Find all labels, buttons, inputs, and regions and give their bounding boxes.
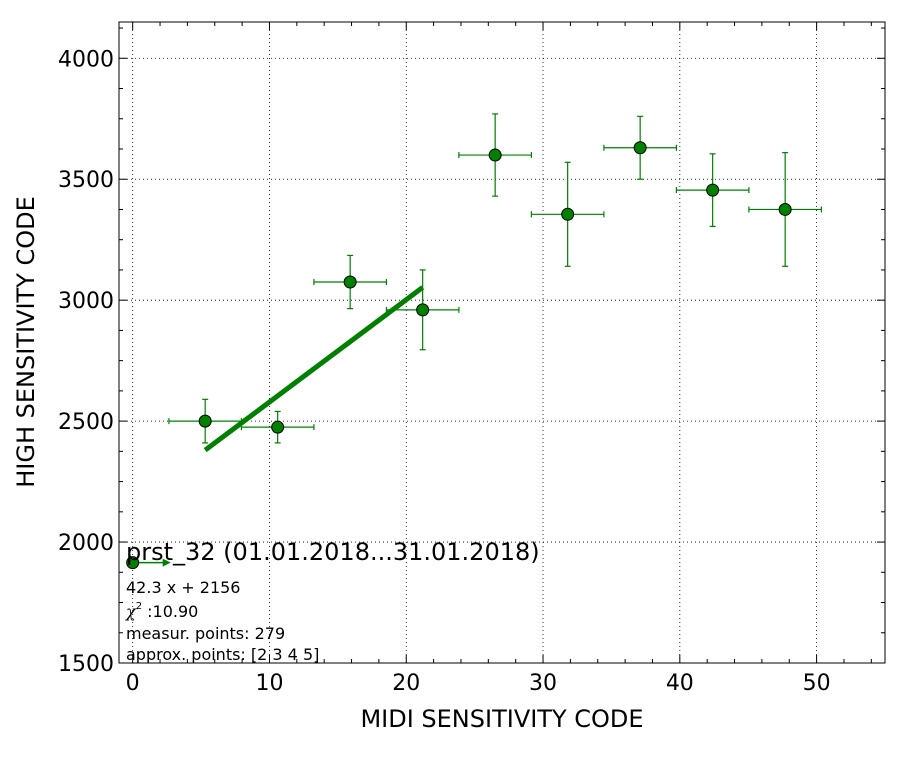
y-tick-label: 3500 bbox=[58, 168, 114, 193]
legend-point-marker bbox=[126, 556, 140, 570]
y-tick-label: 1500 bbox=[58, 652, 114, 677]
chi2-power: 2 bbox=[136, 601, 142, 612]
data-point bbox=[313, 254, 388, 310]
x-tick-label: 40 bbox=[666, 671, 694, 696]
point-marker bbox=[633, 141, 647, 155]
x-tick-label: 0 bbox=[126, 671, 140, 696]
x-tick-label: 30 bbox=[529, 671, 557, 696]
measur-points: measur. points: 279 bbox=[126, 624, 285, 643]
point-marker bbox=[271, 420, 285, 434]
data-point bbox=[603, 115, 678, 180]
legend-arrow-icon bbox=[162, 558, 171, 567]
data-point bbox=[748, 152, 822, 267]
data-point bbox=[530, 161, 605, 267]
x-tick-label: 10 bbox=[255, 671, 283, 696]
points-layer bbox=[168, 113, 822, 444]
axis-ticks bbox=[119, 22, 885, 664]
legend-marker bbox=[126, 556, 171, 570]
point-marker bbox=[706, 183, 720, 197]
x-tick-label: 50 bbox=[803, 671, 831, 696]
point-marker bbox=[198, 414, 212, 428]
point-marker bbox=[416, 303, 430, 317]
data-point bbox=[385, 269, 460, 351]
data-point bbox=[240, 410, 315, 444]
point-marker bbox=[561, 207, 575, 221]
data-point bbox=[675, 153, 750, 227]
data-point bbox=[168, 398, 243, 444]
point-marker bbox=[778, 202, 792, 216]
y-tick-label: 3000 bbox=[58, 289, 114, 314]
y-tick-label: 2500 bbox=[58, 410, 114, 435]
plot-frame bbox=[118, 21, 886, 664]
chi2-value: :10.90 bbox=[142, 602, 198, 621]
data-point bbox=[458, 113, 533, 197]
y-axis-label: HIGH SENSITIVITY CODE bbox=[12, 196, 40, 488]
chart-title: prst_32 (01.01.2018...31.01.2018) bbox=[126, 538, 540, 566]
fit-equation: 42.3 x + 2156 bbox=[126, 578, 240, 597]
chi2-label: χ2 :10.90 bbox=[125, 601, 198, 621]
point-marker bbox=[343, 275, 357, 289]
x-tick-label: 20 bbox=[392, 671, 420, 696]
point-marker bbox=[488, 148, 502, 162]
x-axis-label: MIDI SENSITIVITY CODE bbox=[360, 705, 643, 733]
y-tick-label: 4000 bbox=[58, 47, 114, 72]
grid bbox=[119, 22, 885, 664]
y-tick-label: 2000 bbox=[58, 531, 114, 556]
plot-area bbox=[119, 22, 885, 663]
chi2-symbol: χ bbox=[125, 602, 137, 621]
approx-points: approx. points: [2 3 4 5] bbox=[126, 645, 319, 664]
